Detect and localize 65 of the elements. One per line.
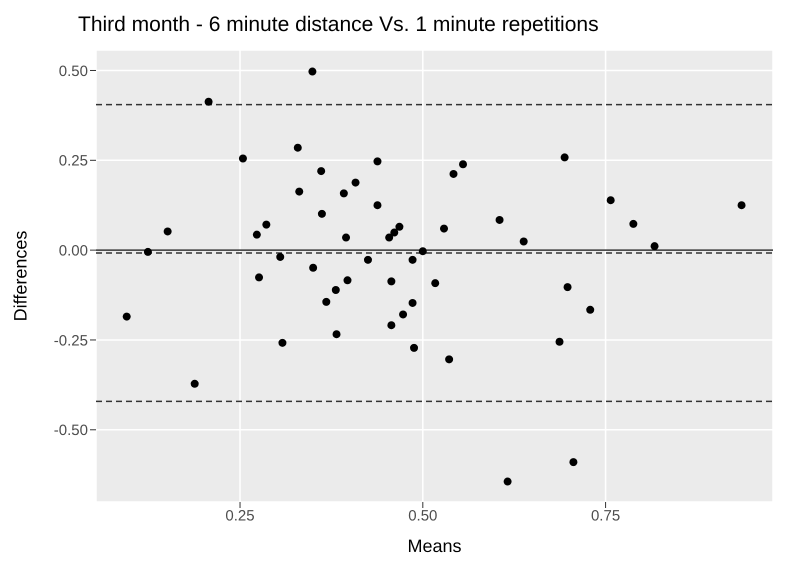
point bbox=[342, 234, 350, 242]
point bbox=[459, 160, 468, 168]
x-axis-title: Means bbox=[407, 536, 462, 556]
point bbox=[399, 310, 408, 318]
point bbox=[450, 170, 458, 178]
y-tick-label: 0.25 bbox=[58, 152, 88, 170]
point bbox=[204, 98, 213, 106]
point bbox=[318, 210, 326, 218]
point bbox=[276, 252, 284, 261]
point bbox=[278, 338, 286, 347]
point bbox=[373, 201, 382, 210]
point bbox=[564, 283, 572, 292]
point bbox=[364, 256, 372, 264]
point bbox=[387, 321, 396, 330]
point bbox=[332, 330, 341, 338]
point bbox=[569, 458, 578, 466]
point bbox=[332, 286, 340, 294]
point bbox=[560, 153, 569, 162]
point bbox=[322, 298, 330, 306]
point bbox=[352, 178, 360, 187]
point bbox=[252, 230, 261, 239]
point bbox=[373, 157, 382, 166]
point bbox=[520, 238, 528, 246]
point bbox=[144, 248, 152, 256]
point bbox=[122, 312, 131, 321]
point bbox=[650, 242, 659, 250]
chart-title: Third month - 6 minute distance Vs. 1 minute repetitions bbox=[77, 12, 600, 38]
point bbox=[408, 298, 417, 307]
point bbox=[496, 216, 504, 224]
x-tick-label: 0.25 bbox=[225, 508, 255, 525]
point bbox=[255, 273, 264, 282]
point bbox=[238, 154, 247, 163]
point bbox=[190, 380, 199, 388]
y-tick-label: 0.00 bbox=[58, 242, 88, 260]
point bbox=[408, 256, 417, 264]
point bbox=[294, 144, 302, 152]
point bbox=[629, 220, 638, 228]
point bbox=[445, 355, 454, 364]
point bbox=[308, 68, 316, 76]
point bbox=[395, 222, 404, 231]
point bbox=[606, 196, 615, 204]
x-tick-label: 0.50 bbox=[408, 508, 438, 525]
point bbox=[295, 188, 304, 196]
point bbox=[164, 227, 172, 236]
point bbox=[431, 279, 440, 288]
point bbox=[440, 224, 448, 233]
point bbox=[504, 478, 512, 486]
point bbox=[387, 277, 396, 286]
point bbox=[390, 228, 398, 237]
point bbox=[344, 276, 352, 284]
point bbox=[410, 344, 418, 352]
point bbox=[556, 338, 564, 346]
point bbox=[340, 189, 348, 198]
y-tick-label: 0.50 bbox=[58, 62, 88, 80]
point bbox=[418, 247, 427, 256]
x-tick-label: 0.75 bbox=[590, 508, 620, 525]
point bbox=[317, 167, 326, 176]
point bbox=[385, 234, 394, 242]
point bbox=[309, 264, 318, 272]
y-tick-label: -0.25 bbox=[54, 332, 88, 350]
y-axis-title: Differences bbox=[10, 230, 30, 322]
point bbox=[586, 306, 594, 314]
point bbox=[738, 201, 746, 210]
y-tick-label: -0.50 bbox=[54, 422, 88, 440]
point bbox=[262, 220, 270, 229]
